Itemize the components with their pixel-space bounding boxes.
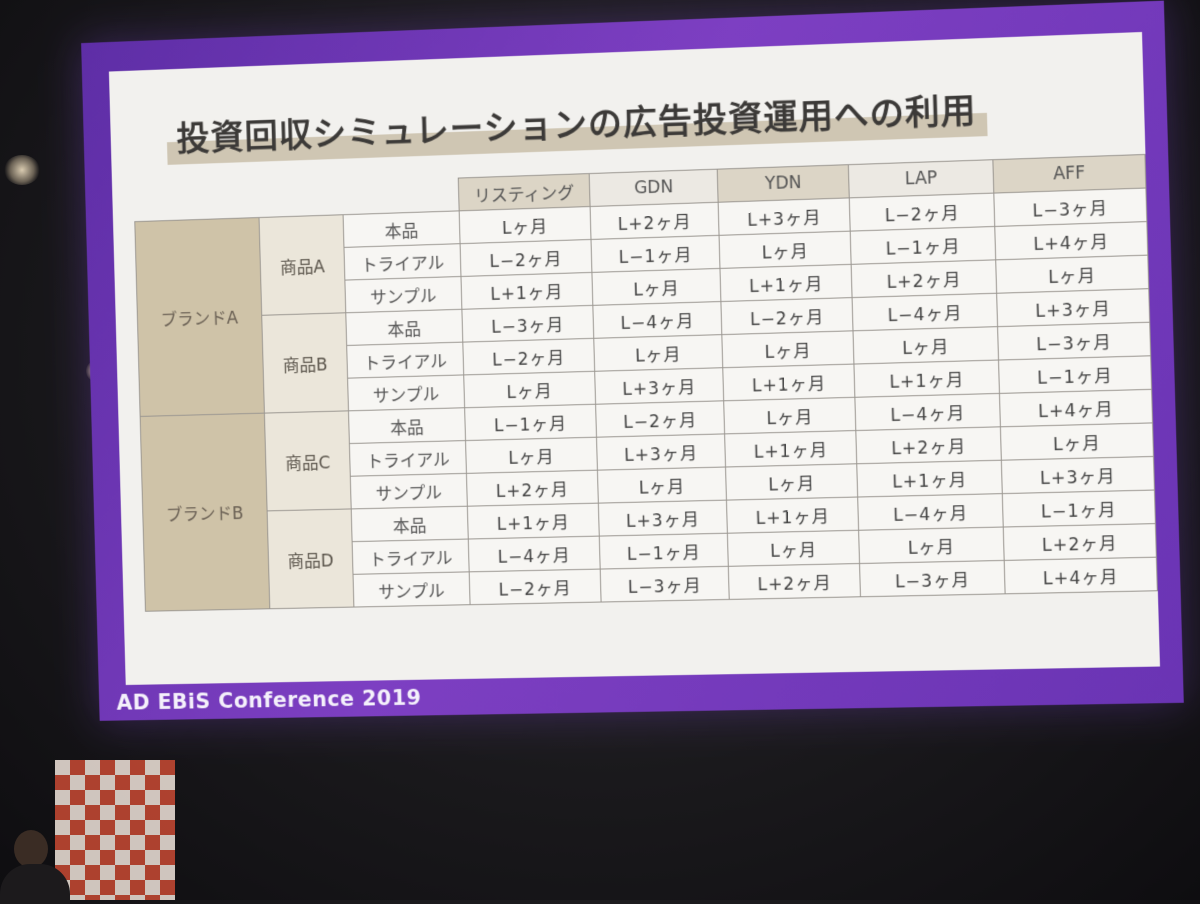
value-cell: Lヶ月	[722, 331, 854, 368]
value-cell: Lヶ月	[594, 335, 723, 372]
value-cell: Lヶ月	[592, 268, 721, 305]
conference-footer: AD EBiS Conference 2019	[116, 686, 422, 715]
speaker-silhouette	[0, 820, 70, 900]
value-cell: Lヶ月	[728, 530, 860, 566]
column-header-listing: リスティング	[458, 174, 590, 211]
column-header-aff: AFF	[993, 154, 1146, 193]
value-cell: L+3ヶ月	[1001, 456, 1154, 493]
value-cell: L+1ヶ月	[720, 264, 852, 301]
value-cell: L−4ヶ月	[468, 536, 600, 572]
value-cell: L+3ヶ月	[997, 289, 1150, 327]
value-cell: L+3ヶ月	[598, 500, 727, 536]
value-cell: L+1ヶ月	[461, 272, 593, 309]
product-label: 商品B	[262, 313, 349, 413]
value-cell: Lヶ月	[853, 327, 998, 364]
value-cell: L−2ヶ月	[469, 569, 601, 605]
variant-label: 本品	[349, 408, 466, 444]
header-spacer	[342, 178, 459, 215]
value-cell: L+3ヶ月	[597, 434, 726, 470]
column-header-gdn: GDN	[589, 169, 718, 206]
value-cell: L+2ヶ月	[1003, 524, 1156, 561]
value-cell: Lヶ月	[724, 397, 856, 434]
variant-label: トライアル	[350, 441, 467, 477]
value-cell: Lヶ月	[459, 207, 591, 244]
value-cell: L−1ヶ月	[1002, 490, 1155, 527]
value-cell: L−2ヶ月	[721, 298, 853, 335]
brand-label: ブランドB	[140, 413, 270, 611]
header-spacer	[258, 182, 343, 217]
brand-label: ブランドA	[135, 218, 264, 417]
value-cell: L−3ヶ月	[998, 322, 1151, 360]
variant-label: サンプル	[348, 375, 465, 411]
speaker-head	[14, 830, 48, 868]
value-cell: Lヶ月	[859, 527, 1004, 563]
value-cell: L+4ヶ月	[995, 222, 1148, 260]
column-header-ydn: YDN	[717, 165, 849, 203]
variant-label: 本品	[346, 309, 463, 345]
variant-label: サンプル	[345, 276, 462, 312]
value-cell: Lヶ月	[1000, 423, 1153, 460]
value-cell: L+2ヶ月	[856, 427, 1001, 464]
value-cell: L−3ヶ月	[994, 188, 1147, 226]
value-cell: L−1ヶ月	[850, 226, 995, 264]
slide-title: 投資回収シミュレーションの広告投資運用への利用	[166, 80, 987, 164]
value-cell: L−3ヶ月	[860, 560, 1005, 596]
value-cell: L−3ヶ月	[600, 566, 729, 602]
value-cell: L−4ヶ月	[858, 494, 1003, 531]
value-cell: L−4ヶ月	[593, 302, 722, 339]
column-header-lap: LAP	[849, 160, 994, 198]
value-cell: L−1ヶ月	[999, 356, 1152, 394]
value-cell: Lヶ月	[464, 371, 596, 407]
value-cell: L−2ヶ月	[596, 401, 725, 437]
value-cell: L+2ヶ月	[590, 202, 719, 239]
value-cell: L+1ヶ月	[723, 364, 855, 401]
value-cell: L+3ヶ月	[718, 198, 850, 235]
product-label: 商品D	[267, 509, 354, 609]
value-cell: L−2ヶ月	[460, 239, 592, 276]
checkered-backdrop	[55, 760, 175, 900]
speaker-body	[0, 864, 70, 904]
variant-label: トライアル	[352, 539, 469, 574]
variant-label: トライアル	[347, 342, 464, 378]
value-cell: L+2ヶ月	[467, 470, 599, 506]
value-cell: Lヶ月	[719, 231, 851, 268]
value-cell: L+2ヶ月	[728, 564, 860, 600]
variant-label: 本品	[351, 506, 468, 541]
value-cell: L−4ヶ月	[852, 293, 997, 331]
value-cell: L+1ヶ月	[857, 460, 1002, 497]
value-cell: L−3ヶ月	[462, 305, 594, 342]
simulation-table: リスティング GDN YDN LAP AFF ブランドA 商品A 本品 Lヶ月 …	[133, 154, 1157, 612]
value-cell: L+3ヶ月	[595, 368, 724, 405]
value-cell: L−1ヶ月	[465, 404, 597, 440]
variant-label: サンプル	[350, 473, 467, 509]
value-cell: Lヶ月	[996, 255, 1149, 293]
value-cell: L+1ヶ月	[467, 503, 599, 539]
value-cell: L+1ヶ月	[727, 497, 859, 533]
value-cell: Lヶ月	[466, 437, 598, 473]
variant-label: トライアル	[344, 244, 461, 280]
value-cell: L+4ヶ月	[1004, 557, 1157, 594]
slide: 投資回収シミュレーションの広告投資運用への利用 リスティング GDN YDN L…	[109, 32, 1160, 685]
product-label: 商品C	[264, 411, 351, 511]
stage-light	[4, 155, 40, 185]
value-cell: L−1ヶ月	[591, 235, 720, 272]
header-spacer	[134, 185, 259, 222]
value-cell: L−1ヶ月	[599, 533, 728, 569]
value-cell: L+1ヶ月	[854, 360, 999, 397]
projection-screen: 投資回収シミュレーションの広告投資運用への利用 リスティング GDN YDN L…	[81, 1, 1184, 721]
variant-label: 本品	[343, 211, 460, 248]
variant-label: サンプル	[353, 572, 470, 607]
value-cell: L−2ヶ月	[463, 338, 595, 375]
value-cell: L−2ヶ月	[849, 193, 994, 231]
value-cell: L−4ヶ月	[855, 393, 1000, 430]
value-cell: L+4ヶ月	[1000, 389, 1153, 426]
product-label: 商品A	[259, 215, 346, 316]
value-cell: Lヶ月	[598, 467, 727, 503]
value-cell: Lヶ月	[726, 464, 858, 500]
value-cell: L+1ヶ月	[725, 431, 857, 467]
value-cell: L+2ヶ月	[851, 260, 996, 298]
